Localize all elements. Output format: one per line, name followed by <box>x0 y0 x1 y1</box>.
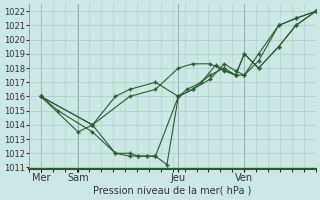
X-axis label: Pression niveau de la mer( hPa ): Pression niveau de la mer( hPa ) <box>93 186 252 196</box>
